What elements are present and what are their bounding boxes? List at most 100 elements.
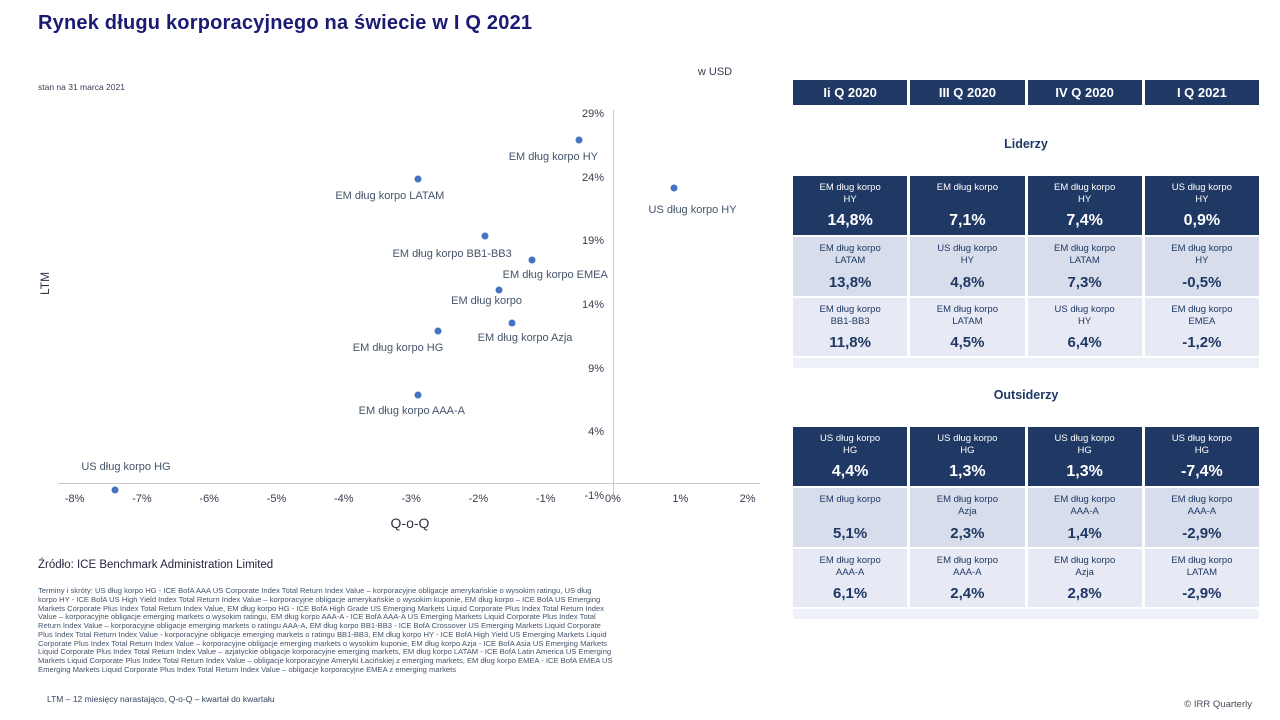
- y-axis-line: [613, 110, 614, 497]
- cell-label: US dług korpo HG: [937, 433, 998, 456]
- table-row: EM dług korpo 5,1% EM dług korpo Azja 2,3% E…: [793, 488, 1259, 547]
- abbreviations-footnote: LTM – 12 miesięcy narastająco, Q-o-Q – k…: [47, 694, 275, 704]
- table-cell: US dług korpo HY 0,9%: [1144, 176, 1259, 235]
- cell-label: EM dług korpo AAA-A: [1171, 494, 1233, 517]
- quarter-header-cell: III Q 2020: [910, 80, 1025, 105]
- as-of-date: stan na 31 marca 2021: [38, 82, 125, 92]
- x-tick-label: -4%: [334, 493, 354, 506]
- data-point-label: US dług korpo HY: [648, 203, 737, 216]
- cell-label: EM dług korpo LATAM: [1171, 555, 1233, 578]
- cell-value: -7,4%: [1180, 463, 1223, 480]
- table-cell: EM dług korpo 7,1%: [910, 176, 1025, 235]
- table-bottom-strip: [793, 609, 1259, 619]
- x-tick-label: 2%: [739, 493, 756, 506]
- table-cell: US dług korpo HY 4,8%: [910, 237, 1025, 296]
- source-note: Źródło: ICE Benchmark Administration Lim…: [38, 559, 274, 571]
- cell-value: 1,3%: [1066, 463, 1103, 480]
- cell-value: 4,8%: [950, 274, 985, 291]
- table-row: EM dług korpo HY 14,8% EM dług korpo 7,1% EM…: [793, 176, 1259, 235]
- data-point-label: EM dług korpo LATAM: [335, 189, 445, 202]
- table-cell: EM dług korpo HY 14,8%: [793, 176, 908, 235]
- cell-value: 1,4%: [1067, 525, 1102, 542]
- y-tick-label: 29%: [581, 108, 604, 121]
- cell-label: EM dług korpo: [819, 494, 881, 505]
- cell-label: EM dług korpo HY: [1053, 182, 1116, 205]
- y-tick-label: 24%: [581, 171, 604, 184]
- cell-label: EM dług korpo AAA-A: [819, 555, 881, 578]
- y-tick-label: 19%: [581, 235, 604, 248]
- table-cell: EM dług korpo AAA-A 2,4%: [910, 549, 1025, 607]
- data-point-label: EM dług korpo AAA-A: [358, 405, 466, 418]
- cell-label: EM dług korpo AAA-A: [1053, 494, 1116, 517]
- cell-label: US dług korpo HY: [1171, 182, 1232, 205]
- data-point-label: US dług korpo HG: [81, 460, 171, 473]
- cell-value: 7,3%: [1067, 274, 1102, 291]
- cell-value: 2,3%: [950, 525, 985, 542]
- table-cell: US dług korpo HY 6,4%: [1027, 298, 1142, 356]
- terms-line: Emerging Markets Liquid Corporate Plus I…: [38, 665, 457, 674]
- cell-value: 11,8%: [829, 334, 871, 351]
- table-cell: EM dług korpo LATAM -2,9%: [1144, 549, 1259, 607]
- x-tick-label: -7%: [132, 493, 152, 506]
- terms-line: korpo HY - ICE BofA US High Yield Index …: [38, 595, 601, 604]
- cell-value: 0,9%: [1183, 212, 1221, 229]
- table-cell: EM dług korpo HY -0,5%: [1144, 237, 1259, 296]
- data-point-label: EM dług korpo BB1-BB3: [392, 248, 512, 261]
- table-cell: US dług korpo HG -7,4%: [1144, 427, 1259, 486]
- cell-value: 6,4%: [1067, 334, 1102, 351]
- cell-value: 4,4%: [831, 463, 869, 480]
- cell-value: 5,1%: [833, 525, 868, 542]
- cell-value: 6,1%: [833, 585, 868, 602]
- terms-line: Liquid Corporate Plus Index Total Return…: [38, 648, 612, 657]
- quarterly-tables-panel: Ii Q 2020 III Q 2020 IV Q 2020 I Q 2021 Lid…: [793, 80, 1259, 619]
- table-cell: EM dług korpo AAA-A -2,9%: [1144, 488, 1259, 547]
- cell-value: 4,5%: [950, 334, 985, 351]
- quarter-header-row: Ii Q 2020 III Q 2020 IV Q 2020 I Q 2021: [793, 80, 1259, 105]
- table-cell: EM dług korpo AAA-A 6,1%: [793, 549, 908, 607]
- cell-value: 7,1%: [949, 212, 986, 229]
- cell-value: 14,8%: [827, 212, 873, 229]
- data-point-label: EM dług korpo Azja: [477, 331, 573, 344]
- table-cell: EM dług korpo HY 7,4%: [1027, 176, 1142, 235]
- cell-value: 2,8%: [1067, 585, 1102, 602]
- cell-label: US dług korpo HG: [1171, 433, 1232, 456]
- cell-value: -1,2%: [1182, 334, 1222, 351]
- cell-label: EM dług korpo LATAM: [1053, 243, 1116, 266]
- leaders-table: EM dług korpo HY 14,8% EM dług korpo 7,1% EM…: [793, 176, 1259, 356]
- cell-label: EM dług korpo EMEA: [1171, 304, 1233, 327]
- quarter-header-cell: I Q 2021: [1144, 80, 1259, 105]
- outsiders-table-title: Outsiderzy: [993, 388, 1059, 402]
- quarter-header-cell: IV Q 2020: [1027, 80, 1142, 105]
- data-point-label: EM dług korpo HG: [352, 341, 444, 354]
- y-tick-label: 9%: [588, 362, 604, 375]
- y-axis-title: LTM: [38, 271, 52, 295]
- data-point: [528, 256, 536, 264]
- cell-label: EM dług korpo: [936, 182, 998, 193]
- cell-value: 7,4%: [1066, 212, 1103, 229]
- data-point: [414, 391, 422, 399]
- data-point: [495, 286, 503, 294]
- terms-line: Plus Index Total Return Index Value - ko…: [38, 630, 607, 639]
- data-point-label: EM dług korpo HY: [508, 150, 598, 163]
- table-cell: US dług korpo HG 4,4%: [793, 427, 908, 486]
- y-tick-label: 4%: [588, 426, 604, 439]
- x-tick-label: -3%: [401, 493, 421, 506]
- page-title: Rynek długu korporacyjnego na świecie w …: [38, 12, 533, 34]
- terms-line: Return Index Value – korporacyjne obliga…: [38, 622, 601, 630]
- data-point-label: EM dług korpo: [451, 294, 523, 307]
- cell-label: EM dług korpo LATAM: [936, 304, 998, 327]
- table-cell: US dług korpo HG 1,3%: [1027, 427, 1142, 486]
- cell-label: US dług korpo HY: [1054, 304, 1115, 327]
- data-point: [481, 232, 489, 240]
- cell-label: EM dług korpo LATAM: [819, 243, 881, 266]
- terms-line: Markets Corporate Plus Index Total Retur…: [38, 604, 605, 613]
- cell-value: -0,5%: [1182, 274, 1222, 291]
- table-cell: EM dług korpo EMEA -1,2%: [1144, 298, 1259, 356]
- cell-label: EM dług korpo HY: [1171, 243, 1233, 266]
- cell-label: EM dług korpo AAA-A: [936, 555, 998, 578]
- data-point-label: EM dług korpo EMEA: [502, 269, 608, 282]
- cell-label: EM dług korpo BB1-BB3: [819, 304, 881, 327]
- table-cell: EM dług korpo Azja 2,8%: [1027, 549, 1142, 607]
- data-point: [434, 327, 442, 334]
